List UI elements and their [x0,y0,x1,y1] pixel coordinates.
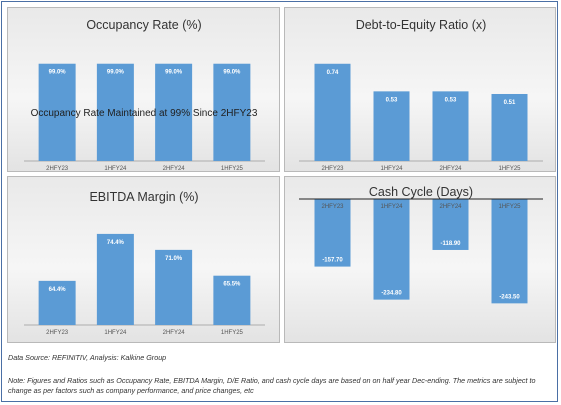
data-source-note: Data Source: REFINITIV, Analysis: Kalkin… [8,353,167,362]
bar-2hfy24 [432,91,469,161]
ebitda-margin-svg: EBITDA Margin (%) 64.4% 2HFY23 74.4% 1HFY24… [24,190,265,336]
category-label: 1HFY25 [498,166,521,172]
methodology-note: Note: Figures and Ratios such as Occupan… [8,376,536,395]
data-label: 99.0% [49,70,67,76]
category-label: 2HFY24 [439,204,462,210]
data-label: 65.5% [223,282,241,288]
chart-title: EBITDA Margin (%) [89,190,198,204]
bar-1hfy24 [373,199,410,300]
data-label: 99.0% [165,70,183,76]
data-label: 0.53 [386,97,398,103]
category-label: 1HFY24 [380,204,403,210]
cash-cycle-chart: Cash Cycle (Days) -157.70 2HFY23 -234.80 1H… [284,176,556,343]
data-label: 99.0% [223,70,241,76]
bar-1hfy25 [491,199,528,304]
bar-2hfy24 [432,199,469,250]
category-label: 1HFY24 [104,330,127,336]
cash-cycle-svg: Cash Cycle (Days) -157.70 2HFY23 -234.80 1H… [299,185,543,304]
category-label: 1HFY25 [221,330,244,336]
data-label: -157.70 [322,258,343,264]
category-label: 2HFY24 [439,166,462,172]
data-label: 0.74 [327,70,339,76]
chart-title: Occupancy Rate (%) [86,18,201,32]
chart-title: Cash Cycle (Days) [369,185,473,199]
category-label: 2HFY24 [163,330,186,336]
bar-2hfy23 [38,280,76,325]
data-label: -243.50 [499,294,520,300]
data-label: 64.4% [49,287,67,293]
ebitda-margin-chart: EBITDA Margin (%) 64.4% 2HFY23 74.4% 1HFY24… [7,176,280,343]
bar-2hfy23 [38,63,76,161]
category-label: 1HFY24 [104,166,127,172]
bar-1hfy24 [373,91,410,161]
data-label: 99.0% [107,70,125,76]
data-label: -234.80 [381,291,402,297]
occupancy-rate-chart: Occupancy Rate (%) 99.0% 2HFY23 99.0% 1HFY2… [7,7,280,172]
occupancy-rate-svg: Occupancy Rate (%) 99.0% 2HFY23 99.0% 1HFY2… [24,18,265,172]
bar-1hfy25 [213,275,251,325]
data-label: 0.51 [504,100,516,106]
category-label: 1HFY25 [498,204,521,210]
category-label: 2HFY24 [163,166,186,172]
category-label: 2HFY23 [46,330,69,336]
bar-1hfy24 [96,233,134,325]
category-label: 2HFY23 [321,204,344,210]
debt-to-equity-chart: Debt-to-Equity Ratio (x) 0.74 2HFY23 0.53 1… [284,7,556,172]
category-label: 2HFY23 [321,166,344,172]
category-label: 1HFY25 [221,166,244,172]
bar-1hfy25 [213,63,251,161]
bar-2hfy23 [314,199,351,267]
category-label: 1HFY24 [380,166,403,172]
bar-2hfy23 [314,63,351,161]
bar-2hfy24 [155,63,193,161]
category-label: 2HFY23 [46,166,69,172]
bar-1hfy25 [491,93,528,161]
data-label: 0.53 [445,97,457,103]
chart-title: Debt-to-Equity Ratio (x) [356,18,487,32]
data-label: 74.4% [107,240,125,246]
chart-annotation: Occupancy Rate Maintained at 99% Since 2… [31,108,258,119]
debt-to-equity-svg: Debt-to-Equity Ratio (x) 0.74 2HFY23 0.53 1… [299,18,543,172]
data-label: -118.90 [440,241,461,247]
data-label: 71.0% [165,256,183,262]
bar-2hfy24 [155,249,193,325]
bar-1hfy24 [96,63,134,161]
